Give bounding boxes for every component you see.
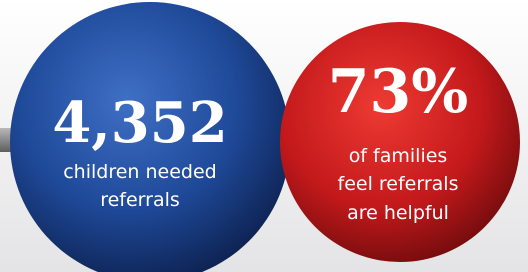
stat-value: 4,352: [52, 90, 227, 156]
stat-label: of families: [349, 145, 448, 167]
stat-value: 73%: [328, 57, 469, 127]
stat-label: are helpful: [347, 202, 449, 224]
page: 4,352 children needed referrals 73% of f…: [0, 0, 528, 272]
infographic: 4,352 children needed referrals 73% of f…: [0, 0, 528, 272]
stat-label: feel referrals: [338, 173, 459, 195]
stat-label: referrals: [100, 189, 180, 211]
stat-label: children needed: [63, 161, 217, 183]
